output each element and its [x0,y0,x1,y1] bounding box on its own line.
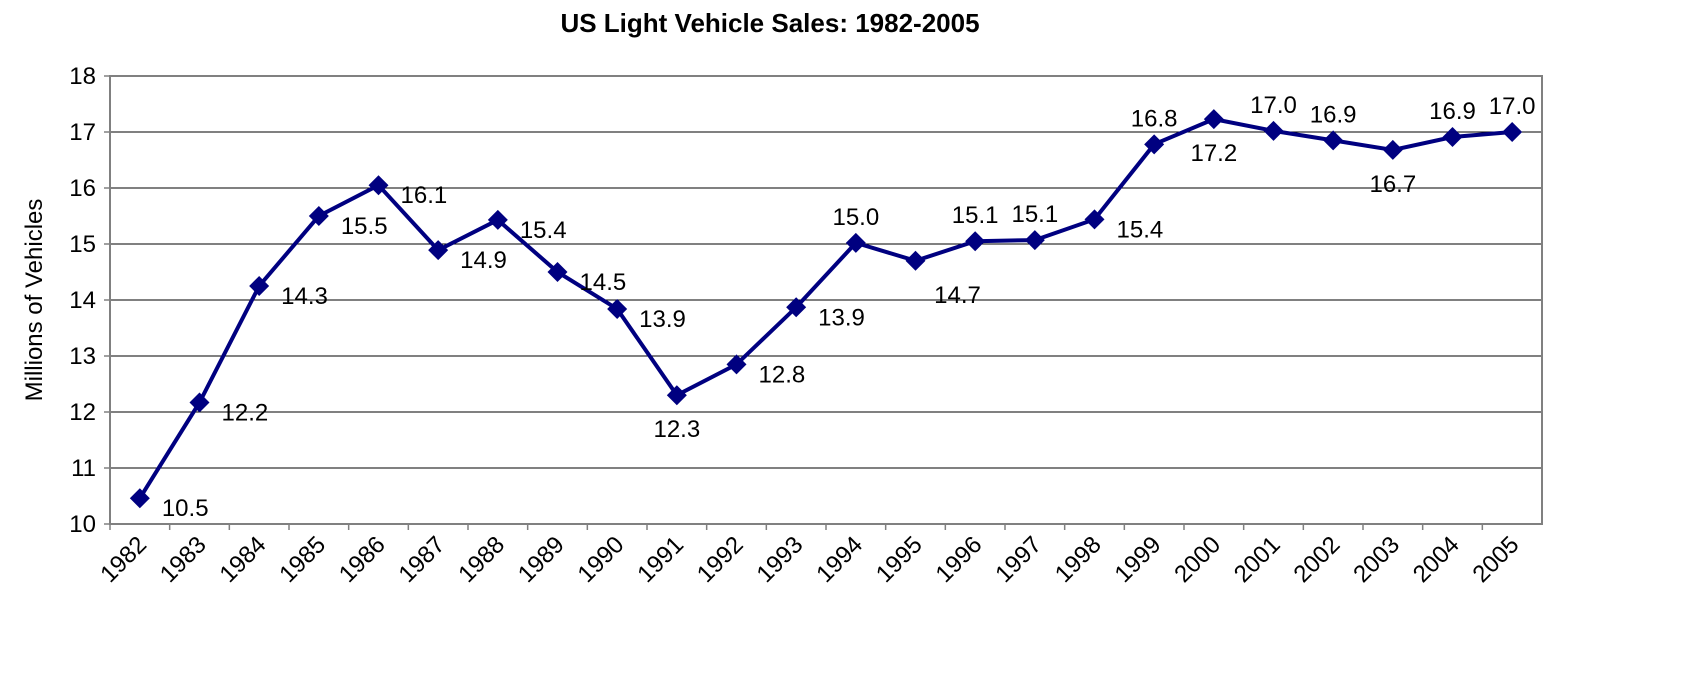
data-label: 14.5 [580,269,627,296]
x-tick-label: 1993 [752,531,809,588]
data-label: 10.5 [162,495,209,522]
x-tick-label: 1999 [1110,531,1167,588]
data-label: 13.9 [639,306,686,333]
marker [368,175,389,196]
data-label: 15.0 [832,204,879,231]
data-label: 12.2 [222,399,269,426]
x-tick-label: 1984 [215,531,272,588]
line [138,117,1513,500]
marker [1442,127,1463,148]
y-tick-label: 16 [69,175,96,202]
chart-title: US Light Vehicle Sales: 1982-2005 [560,8,979,38]
y-tick-label: 12 [69,399,96,426]
marker [1263,120,1284,141]
x-tick-label: 2002 [1289,531,1346,588]
data-label: 17.0 [1489,93,1536,120]
data-label: 16.1 [401,182,448,209]
marker [1203,109,1224,130]
marker [547,262,568,282]
data-label: 16.7 [1369,171,1416,198]
marker [1144,134,1165,155]
x-tick-label: 1998 [1050,531,1107,588]
x-tick-label: 2000 [1169,531,1226,588]
data-label: 15.4 [520,217,567,244]
x-tick-label: 1986 [334,531,391,588]
data-label: 16.9 [1429,98,1476,125]
data-label: 15.1 [1011,201,1058,228]
marker [905,250,926,271]
marker [1502,122,1523,142]
y-tick-label: 18 [69,63,96,90]
marker [786,297,807,318]
marker [249,276,270,296]
data-label: 14.7 [934,282,981,309]
marker [1382,139,1403,160]
x-tick-label: 1989 [513,531,570,588]
data-label: 14.9 [460,247,507,274]
marker [845,232,866,253]
marker [666,385,687,406]
x-tick-label: 1991 [632,531,689,588]
x-tick-label: 2001 [1229,531,1286,588]
data-label: 14.3 [281,283,328,310]
x-tick-label: 1996 [931,531,988,588]
data-label: 15.4 [1117,216,1164,243]
y-tick-label: 13 [69,343,96,370]
marker [1323,130,1344,151]
data-label: 15.1 [952,202,999,229]
marker [607,298,628,319]
x-tick-label: 1995 [871,531,928,588]
marker [308,206,329,226]
x-tick-label: 1994 [811,531,868,588]
data-label: 17.2 [1190,140,1237,167]
x-tick-label: 1990 [573,531,630,588]
data-label: 12.8 [759,361,806,388]
data-label: 16.8 [1131,105,1178,132]
y-tick-label: 14 [69,287,96,314]
x-tick-label: 1987 [394,531,451,588]
marker [129,488,150,509]
marker [487,209,508,230]
y-tick-label: 15 [69,231,96,258]
y-tick-label: 17 [69,119,96,146]
x-tick-label: 1982 [95,531,152,588]
data-label: 12.3 [653,416,700,443]
data-label: 17.0 [1250,92,1297,119]
y-axis-title: Millions of Vehicles [21,199,48,402]
marker [189,392,210,413]
data-label: 16.9 [1310,101,1357,128]
y-tick-label: 11 [71,455,96,482]
x-tick-label: 1983 [155,531,212,588]
marker [428,240,449,261]
x-tick-label: 2003 [1348,531,1405,588]
x-tick-label: 1992 [692,531,749,588]
x-tick-label: 2005 [1468,531,1525,588]
marker [1084,209,1105,230]
x-tick-label: 1985 [274,531,331,588]
x-tick-label: 1997 [990,531,1047,588]
marker [726,354,747,375]
x-tick-label: 2004 [1408,531,1465,588]
marker [965,231,986,252]
marker [1024,230,1045,251]
y-tick-label: 10 [69,511,96,538]
x-tick-label: 1988 [453,531,510,588]
data-label: 15.5 [341,213,388,240]
data-label: 13.9 [818,304,865,331]
